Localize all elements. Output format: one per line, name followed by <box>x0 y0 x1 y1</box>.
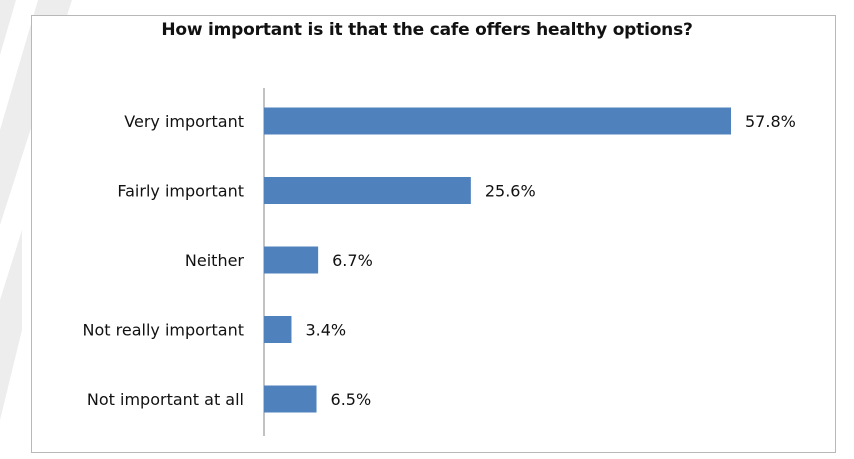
bar <box>264 385 317 413</box>
chart-title: How important is it that the cafe offers… <box>161 20 693 40</box>
data-label: 25.6% <box>485 182 536 201</box>
category-label: Very important <box>124 112 244 131</box>
data-label: 6.5% <box>331 390 372 409</box>
bar <box>264 316 292 343</box>
category-label: Fairly important <box>117 182 244 201</box>
chart-border <box>31 15 836 453</box>
category-label: Not really important <box>83 321 244 340</box>
bars-group: Very important 57.8% Fairly important 25.6%… <box>83 107 796 413</box>
category-label: Neither <box>185 251 245 270</box>
data-label: 3.4% <box>305 321 346 340</box>
bar <box>264 177 471 204</box>
data-label: 57.8% <box>745 112 796 131</box>
bar <box>264 107 731 135</box>
category-label: Not important at all <box>87 390 244 409</box>
bar <box>264 246 319 274</box>
data-label: 6.7% <box>332 251 373 270</box>
